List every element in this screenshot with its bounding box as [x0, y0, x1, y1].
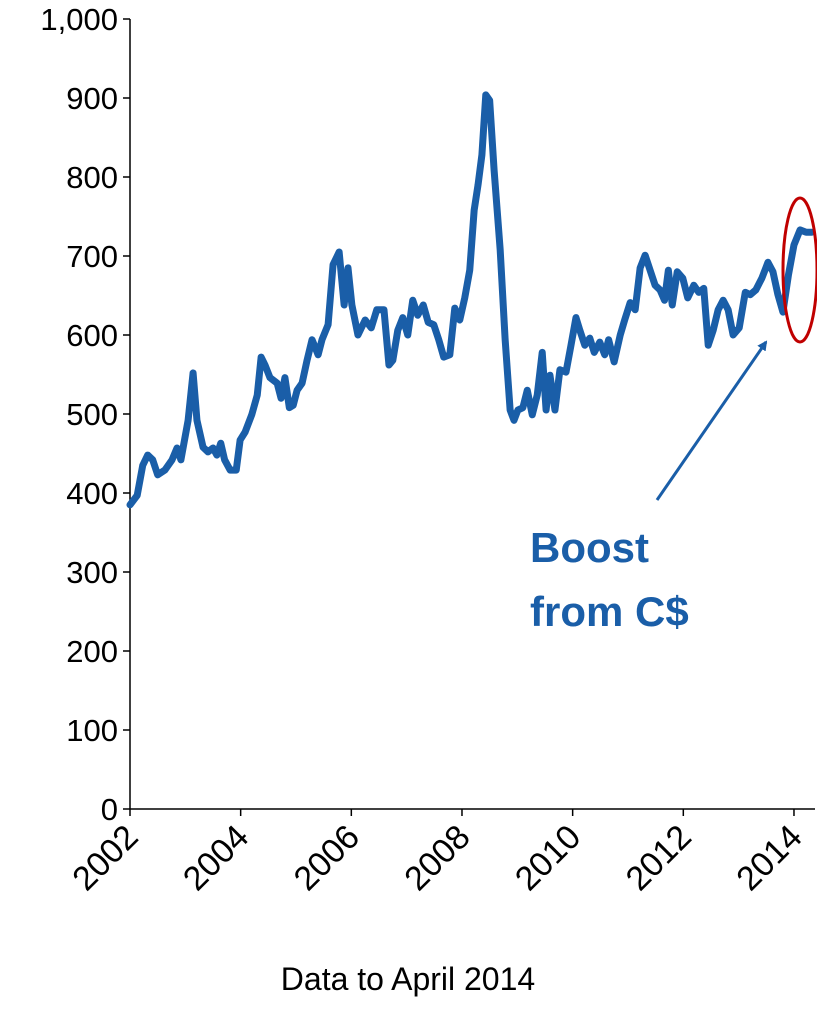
x-tick-label: 2012	[619, 818, 699, 898]
x-tick-label: 2002	[65, 818, 145, 898]
x-tick-label: 2014	[729, 818, 809, 898]
y-tick-label: 200	[66, 634, 118, 669]
x-axis-label: Data to April 2014	[281, 961, 535, 997]
y-tick-label: 0	[101, 792, 118, 827]
y-tick-label: 400	[66, 476, 118, 511]
highlight-ellipse	[781, 196, 817, 344]
x-tick-label: 2008	[397, 818, 477, 898]
annotation: Boost	[530, 524, 649, 571]
data-line	[126, 91, 816, 509]
annotation: from C$	[530, 588, 689, 635]
x-tick-label: 2004	[176, 818, 256, 898]
y-tick-label: 500	[66, 397, 118, 432]
y-tick-label: 100	[66, 713, 118, 748]
x-tick-label: 2010	[508, 818, 588, 898]
y-tick-label: 700	[66, 239, 118, 274]
x-tick-label: 2006	[287, 818, 367, 898]
y-tick-label: 900	[66, 81, 118, 116]
annotation-arrow	[655, 340, 768, 501]
y-tick-label: 300	[66, 555, 118, 590]
y-tick-label: 800	[66, 160, 118, 195]
y-tick-label: 1,000	[40, 2, 118, 37]
y-tick-label: 600	[66, 318, 118, 353]
